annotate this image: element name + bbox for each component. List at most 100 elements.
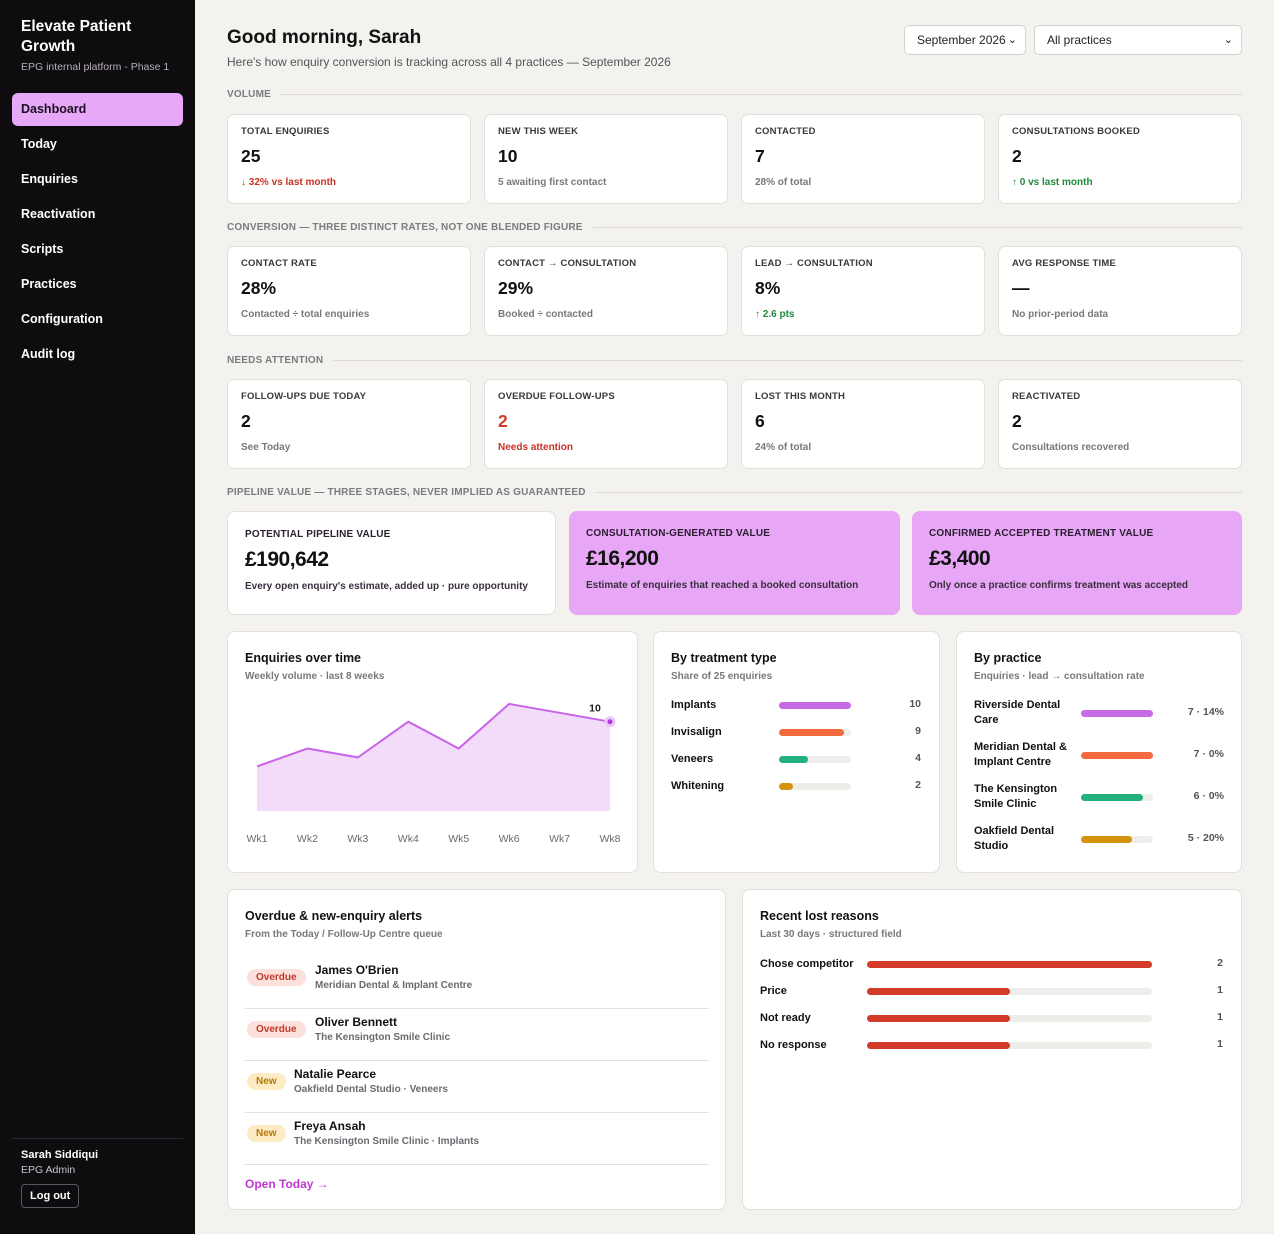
area-fill bbox=[257, 703, 610, 811]
bar-value-label: 9 bbox=[915, 725, 921, 737]
bar-value-label: 6 · 0% bbox=[1193, 790, 1224, 802]
kpi-foot: Booked ÷ contacted bbox=[498, 309, 593, 320]
pipeline-value: £3,400 bbox=[929, 547, 991, 570]
bar bbox=[867, 988, 1010, 995]
brand-subtitle: EPG internal platform - Phase 1 bbox=[21, 61, 170, 73]
volume-row: TOTAL ENQUIRIES 25 ↓ 32% vs last month N… bbox=[227, 114, 1242, 204]
kpi-foot: See Today bbox=[241, 442, 291, 453]
kpi-foot: Contacted ÷ total enquiries bbox=[241, 309, 370, 320]
alert-item[interactable]: New Natalie Pearce Oakfield Dental Studi… bbox=[245, 1061, 709, 1113]
alert-name: Oliver Bennett bbox=[315, 1015, 398, 1029]
month-select[interactable]: September 2026 ⌄ bbox=[904, 25, 1026, 55]
bar bbox=[779, 702, 851, 709]
sidebar-nav: Dashboard Today Enquiries Reactivation S… bbox=[12, 93, 183, 373]
pipeline-foot: Only once a practice confirms treatment … bbox=[929, 580, 1188, 591]
kpi-value: 2 bbox=[498, 411, 508, 431]
logout-button[interactable]: Log out bbox=[21, 1184, 80, 1208]
sidebar: Elevate Patient Growth EPG internal plat… bbox=[0, 0, 195, 1234]
bar-track bbox=[1081, 752, 1153, 759]
kpi-value: 28% bbox=[241, 278, 277, 298]
chart-subtitle: Weekly volume · last 8 weeks bbox=[245, 671, 385, 682]
bar-label: No response bbox=[760, 1038, 827, 1051]
chart-title: Recent lost reasons bbox=[760, 909, 879, 923]
x-tick-label: Wk4 bbox=[398, 833, 419, 845]
bar-track bbox=[867, 961, 1152, 968]
sidebar-item-dashboard[interactable]: Dashboard bbox=[12, 93, 183, 126]
section-attention-label: NEEDS ATTENTION bbox=[227, 355, 324, 366]
kpi-label: AVG RESPONSE TIME bbox=[1012, 258, 1117, 269]
bar-row: Meridian Dental & Implant Centre 7 · 0% bbox=[974, 741, 1224, 768]
pipeline-value: £190,642 bbox=[245, 548, 329, 571]
section-pipeline-label: PIPELINE VALUE — THREE STAGES, NEVER IMP… bbox=[227, 487, 586, 498]
alert-name: Natalie Pearce bbox=[294, 1067, 377, 1081]
alerts-subtitle: From the Today / Follow-Up Centre queue bbox=[245, 929, 443, 940]
x-tick-label: Wk2 bbox=[297, 833, 318, 845]
kpi-value: 2 bbox=[1012, 411, 1022, 431]
enquiries-line-chart: 10 Wk1 Wk2 Wk3 Wk4 Wk5 Wk6 Wk7 Wk8 bbox=[247, 702, 621, 845]
bar bbox=[1081, 836, 1133, 843]
sidebar-item-today[interactable]: Today bbox=[21, 137, 57, 151]
practice-select[interactable]: All practices ⌄ bbox=[1034, 25, 1242, 55]
bar bbox=[1081, 752, 1153, 759]
x-tick-label: Wk8 bbox=[600, 833, 621, 845]
kpi-value: 29% bbox=[498, 278, 534, 298]
pipeline-foot: Estimate of enquiries that reached a boo… bbox=[586, 580, 859, 591]
bar-value-label: 7 · 14% bbox=[1187, 706, 1224, 718]
alert-item[interactable]: Overdue Oliver Bennett The Kensington Sm… bbox=[245, 1009, 709, 1061]
kpi-label: REACTIVATED bbox=[1012, 391, 1081, 402]
section-attention: NEEDS ATTENTION bbox=[227, 355, 1242, 366]
kpi-foot: ↑ 2.6 pts bbox=[755, 309, 795, 320]
section-volume: VOLUME bbox=[227, 89, 1242, 100]
bar-value-label: 2 bbox=[915, 779, 921, 791]
pipeline-label: CONSULTATION-GENERATED VALUE bbox=[586, 528, 771, 539]
bar-label: Meridian Dental & Implant Centre bbox=[974, 741, 1067, 768]
sidebar-item-reactivation[interactable]: Reactivation bbox=[21, 207, 96, 221]
bar-value-label: 5 · 20% bbox=[1187, 832, 1224, 844]
alert-meta: Meridian Dental & Implant Centre bbox=[315, 980, 473, 991]
user-role: EPG Admin bbox=[21, 1164, 76, 1176]
status-badge: New bbox=[247, 1073, 286, 1090]
series-line bbox=[256, 702, 611, 768]
user-panel: Sarah Siddiqui EPG Admin Log out bbox=[12, 1138, 183, 1208]
bar-value-label: 10 bbox=[909, 698, 921, 710]
sidebar-item-enquiries[interactable]: Enquiries bbox=[21, 172, 78, 186]
kpi-foot: 28% of total bbox=[755, 177, 812, 188]
bar-row: Not ready 1 bbox=[760, 1008, 1223, 1028]
kpi-foot: Needs attention bbox=[498, 442, 574, 453]
x-tick-label: Wk7 bbox=[549, 833, 570, 845]
kpi-follow-ups-due[interactable]: FOLLOW-UPS DUE TODAY 2 See Today bbox=[227, 379, 471, 469]
kpi-value: 2 bbox=[241, 411, 251, 431]
kpi-label: NEW THIS WEEK bbox=[498, 126, 579, 137]
alerts-title: Overdue & new-enquiry alerts bbox=[245, 909, 423, 923]
kpi-value: 25 bbox=[241, 146, 261, 166]
kpi-label: TOTAL ENQUIRIES bbox=[241, 126, 330, 137]
alert-item[interactable]: New Freya Ansah The Kensington Smile Cli… bbox=[245, 1113, 709, 1165]
chart-title: By practice bbox=[974, 651, 1042, 665]
pipeline-label: CONFIRMED ACCEPTED TREATMENT VALUE bbox=[929, 528, 1154, 539]
sidebar-item-configuration[interactable]: Configuration bbox=[21, 312, 103, 326]
open-today-link[interactable]: Open Today → bbox=[245, 1177, 329, 1191]
chart-title: Enquiries over time bbox=[245, 651, 362, 665]
alert-item[interactable]: Overdue James O'Brien Meridian Dental & … bbox=[245, 957, 709, 1009]
data-point bbox=[604, 716, 616, 728]
sidebar-item-audit-log[interactable]: Audit log bbox=[21, 347, 76, 361]
bar-label: Price bbox=[760, 984, 787, 997]
kpi-reactivated: REACTIVATED 2 Consultations recovered bbox=[998, 379, 1242, 469]
kpi-label: LEAD → CONSULTATION bbox=[755, 258, 873, 269]
sidebar-item-scripts[interactable]: Scripts bbox=[21, 242, 64, 256]
bar-value-label: 1 bbox=[1217, 1038, 1223, 1050]
treatment-type-card: By treatment type Share of 25 enquiries … bbox=[653, 631, 940, 873]
kpi-foot: 24% of total bbox=[755, 442, 812, 453]
sidebar-item-practices[interactable]: Practices bbox=[21, 277, 77, 291]
section-pipeline: PIPELINE VALUE — THREE STAGES, NEVER IMP… bbox=[227, 487, 1242, 498]
chevron-down-icon: ⌄ bbox=[1223, 34, 1233, 46]
kpi-lead-to-consultation: LEAD → CONSULTATION 8% ↑ 2.6 pts bbox=[741, 246, 985, 336]
kpi-label: OVERDUE FOLLOW-UPS bbox=[498, 391, 615, 402]
kpi-overdue-follow-ups[interactable]: OVERDUE FOLLOW-UPS 2 Needs attention bbox=[484, 379, 728, 469]
kpi-value: 8% bbox=[755, 278, 781, 298]
bar-track bbox=[867, 1015, 1152, 1022]
bar-label: Not ready bbox=[760, 1011, 811, 1024]
bar bbox=[1081, 794, 1143, 801]
bar bbox=[867, 1042, 1010, 1049]
chart-subtitle: Last 30 days · structured field bbox=[760, 929, 902, 940]
